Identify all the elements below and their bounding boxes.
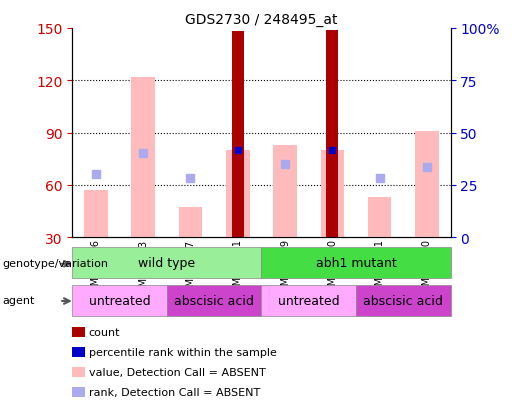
Bar (232, 32, 244, 237)
Bar (356, 285, 451, 316)
Text: untreated: untreated (89, 294, 150, 307)
Bar (368, 197, 391, 237)
Bar (261, 248, 451, 279)
Bar (72, 285, 167, 316)
Bar (179, 208, 202, 237)
Bar (131, 78, 155, 237)
Text: abscisic acid: abscisic acid (364, 294, 443, 307)
Title: GDS2730 / 248495_at: GDS2730 / 248495_at (185, 12, 338, 26)
Text: untreated: untreated (278, 294, 339, 307)
Text: count: count (89, 328, 120, 337)
Bar (273, 145, 297, 237)
Text: genotype/variation: genotype/variation (3, 259, 109, 268)
Text: rank, Detection Call = ABSENT: rank, Detection Call = ABSENT (89, 387, 260, 397)
Text: abscisic acid: abscisic acid (174, 294, 254, 307)
Bar (415, 131, 439, 237)
Bar (72, 248, 261, 279)
Bar (167, 285, 261, 316)
Bar (261, 285, 356, 316)
Bar (327, 31, 338, 237)
Text: percentile rank within the sample: percentile rank within the sample (89, 347, 277, 357)
Bar (226, 151, 250, 237)
Text: wild type: wild type (138, 257, 195, 270)
Bar (320, 151, 344, 237)
Bar (84, 190, 108, 237)
Text: value, Detection Call = ABSENT: value, Detection Call = ABSENT (89, 367, 265, 377)
Text: agent: agent (3, 296, 35, 306)
Text: abh1 mutant: abh1 mutant (316, 257, 397, 270)
